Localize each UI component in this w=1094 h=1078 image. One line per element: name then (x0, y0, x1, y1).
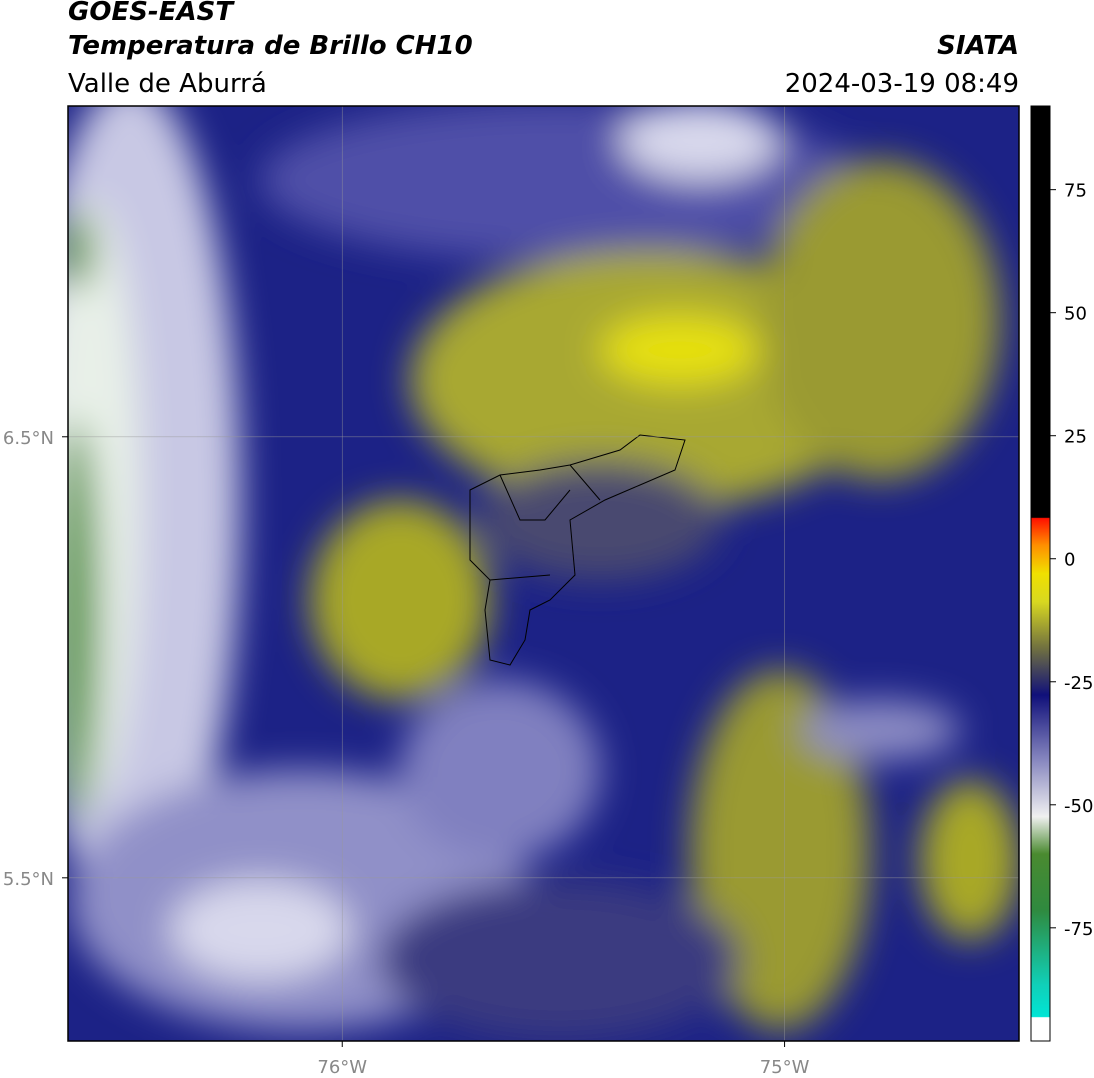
colorbar-tick-label: 25 (1064, 427, 1087, 448)
datetime: 2024-03-19 08:49 (785, 69, 1019, 99)
colorbar (1030, 105, 1051, 1042)
y-tick-label: 6.5°N (3, 428, 54, 449)
colorbar-tick-label: -75 (1064, 919, 1093, 940)
region: Valle de Aburrá (68, 69, 267, 99)
colorbar-tick-label: 75 (1064, 181, 1087, 202)
source: SIATA (937, 31, 1019, 61)
map-frame (67, 105, 1020, 1042)
x-tick-label: 76°W (317, 1057, 367, 1078)
satellite-image (68, 106, 1019, 1041)
x-tick-label: 75°W (760, 1057, 810, 1078)
colorbar-tick-label: -50 (1064, 796, 1093, 817)
colorbar-tick-label: 0 (1064, 550, 1075, 571)
subtitle: Temperatura de Brillo CH10 (68, 31, 473, 61)
grid (68, 106, 1019, 1041)
y-tick-label: 5.5°N (3, 869, 54, 890)
colorbar-tick-label: -25 (1064, 673, 1093, 694)
colorbar-tick-label: 50 (1064, 304, 1087, 325)
title: GOES-EAST (68, 0, 235, 27)
